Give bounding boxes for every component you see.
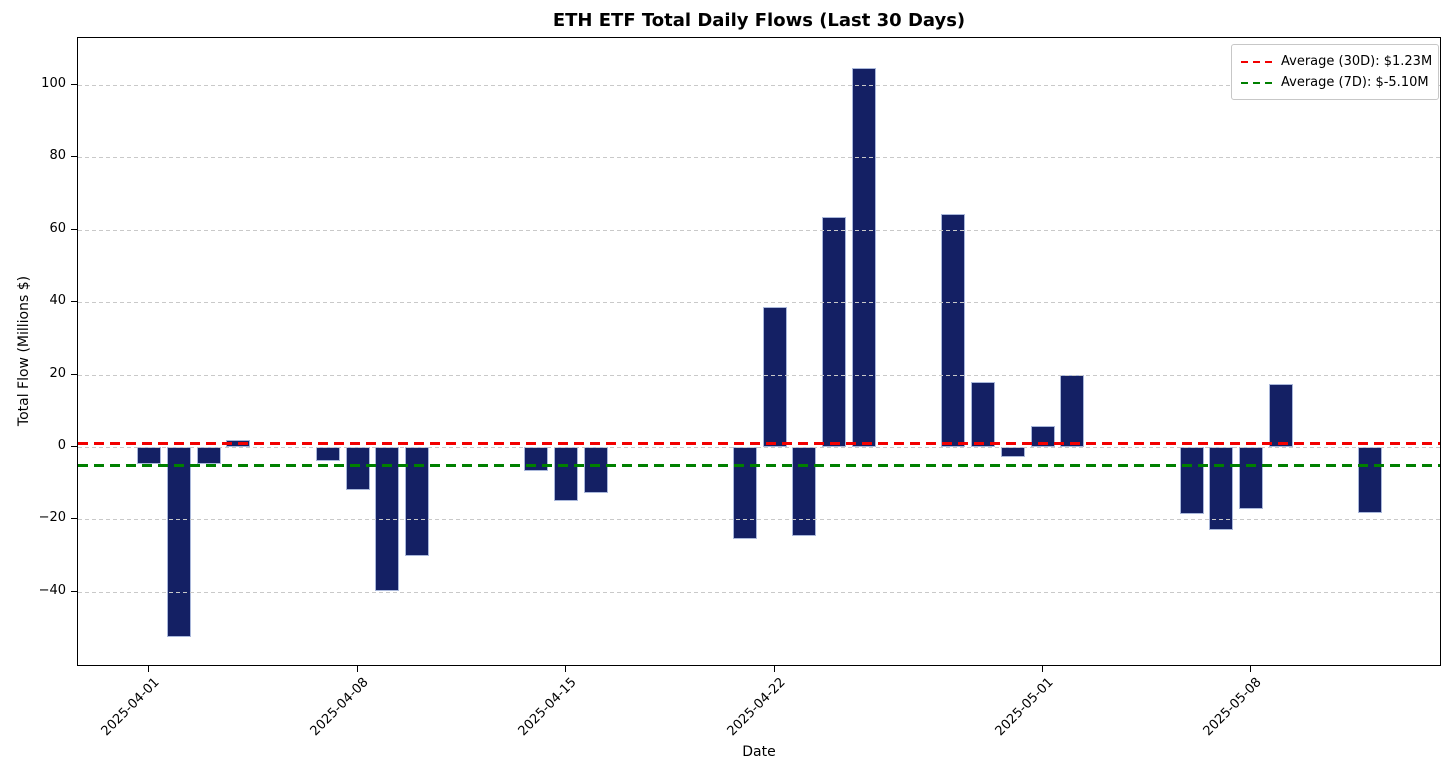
bar-2025-04-30 <box>1000 447 1025 457</box>
bar-2025-04-16 <box>583 447 608 493</box>
bar-2025-04-29 <box>971 381 996 447</box>
y-tick--40 <box>71 590 77 592</box>
x-axis-label: Date <box>742 744 776 760</box>
gridline-y-80 <box>78 157 1440 159</box>
legend-label-average-7d: Average (7D): $-5.10M <box>1281 75 1429 90</box>
legend: Average (30D): $1.23M Average (7D): $-5.… <box>1231 44 1439 100</box>
red-dashed-line-swatch <box>1241 60 1273 63</box>
x-tick-label-2025-04-08: 2025-04-08 <box>307 675 372 740</box>
y-tick-label-100: 100 <box>41 76 66 91</box>
bar-2025-05-12 <box>1358 447 1383 513</box>
green-dashed-line-swatch <box>1241 81 1273 84</box>
bar-2025-04-09 <box>375 447 400 592</box>
gridline-y--40 <box>78 591 1440 593</box>
x-tick-label-2025-04-15: 2025-04-15 <box>515 675 580 740</box>
y-tick-label-80: 80 <box>49 148 66 164</box>
bar-2025-04-21 <box>732 447 757 540</box>
x-tick-2025-05-08 <box>1250 666 1252 672</box>
gridline-y-0 <box>78 447 1440 448</box>
gridline-y-100 <box>78 85 1440 86</box>
x-tick-label-2025-05-08: 2025-05-08 <box>1200 675 1265 740</box>
x-tick-2025-04-22 <box>773 666 775 672</box>
y-tick-40 <box>71 301 77 303</box>
y-tick-label-60: 60 <box>49 220 66 236</box>
y-tick-0 <box>71 446 77 447</box>
y-tick-80 <box>71 156 77 158</box>
x-tick-2025-05-01 <box>1041 666 1043 672</box>
y-tick-label-20: 20 <box>49 365 66 381</box>
y-tick-label-0: 0 <box>57 438 66 453</box>
plot-area <box>77 37 1441 666</box>
legend-entry-average-7d: Average (7D): $-5.10M <box>1241 72 1429 93</box>
bar-2025-04-23 <box>792 447 817 537</box>
bar-2025-04-22 <box>762 306 787 447</box>
y-tick-label-40: 40 <box>49 293 66 309</box>
y-tick-label--40: −40 <box>38 582 66 598</box>
legend-label-average-30d: Average (30D): $1.23M <box>1281 54 1433 69</box>
y-tick-60 <box>71 228 77 230</box>
x-tick-2025-04-08 <box>356 666 358 672</box>
bar-2025-04-28 <box>941 214 966 447</box>
gridline-y-40 <box>78 302 1440 304</box>
x-tick-label-2025-04-01: 2025-04-01 <box>98 675 163 740</box>
bar-2025-04-15 <box>554 447 579 501</box>
gridline-y-20 <box>78 374 1440 376</box>
average-30d-line <box>78 441 1440 445</box>
x-tick-2025-04-01 <box>148 666 149 672</box>
x-tick-2025-04-15 <box>565 666 567 672</box>
average-7d-line <box>78 464 1440 468</box>
legend-entry-average-30d: Average (30D): $1.23M <box>1241 51 1433 72</box>
x-tick-label-2025-04-22: 2025-04-22 <box>724 675 789 740</box>
gridline-y--20 <box>78 519 1440 521</box>
bar-2025-04-07 <box>315 447 340 462</box>
bar-2025-04-01 <box>137 447 161 464</box>
y-tick-label--20: −20 <box>38 510 66 526</box>
bar-2025-04-24 <box>822 216 847 447</box>
bar-2025-04-10 <box>405 447 430 557</box>
y-tick--20 <box>71 518 77 520</box>
y-tick-100 <box>71 84 77 85</box>
bar-2025-05-06 <box>1179 447 1204 515</box>
gridline-y-60 <box>78 229 1440 231</box>
bar-2025-04-02 <box>166 447 191 637</box>
bar-2025-05-07 <box>1209 447 1234 530</box>
x-tick-label-2025-05-01: 2025-05-01 <box>992 675 1057 740</box>
bar-2025-05-02 <box>1060 374 1085 447</box>
y-tick-20 <box>71 373 77 375</box>
bar-2025-04-14 <box>524 447 549 472</box>
bar-2025-04-03 <box>196 447 221 464</box>
chart-title: ETH ETF Total Daily Flows (Last 30 Days) <box>552 10 966 31</box>
bar-2025-04-08 <box>345 447 370 491</box>
bar-2025-04-25 <box>851 67 876 447</box>
bar-2025-05-08 <box>1239 447 1264 509</box>
bar-2025-05-09 <box>1269 384 1294 447</box>
